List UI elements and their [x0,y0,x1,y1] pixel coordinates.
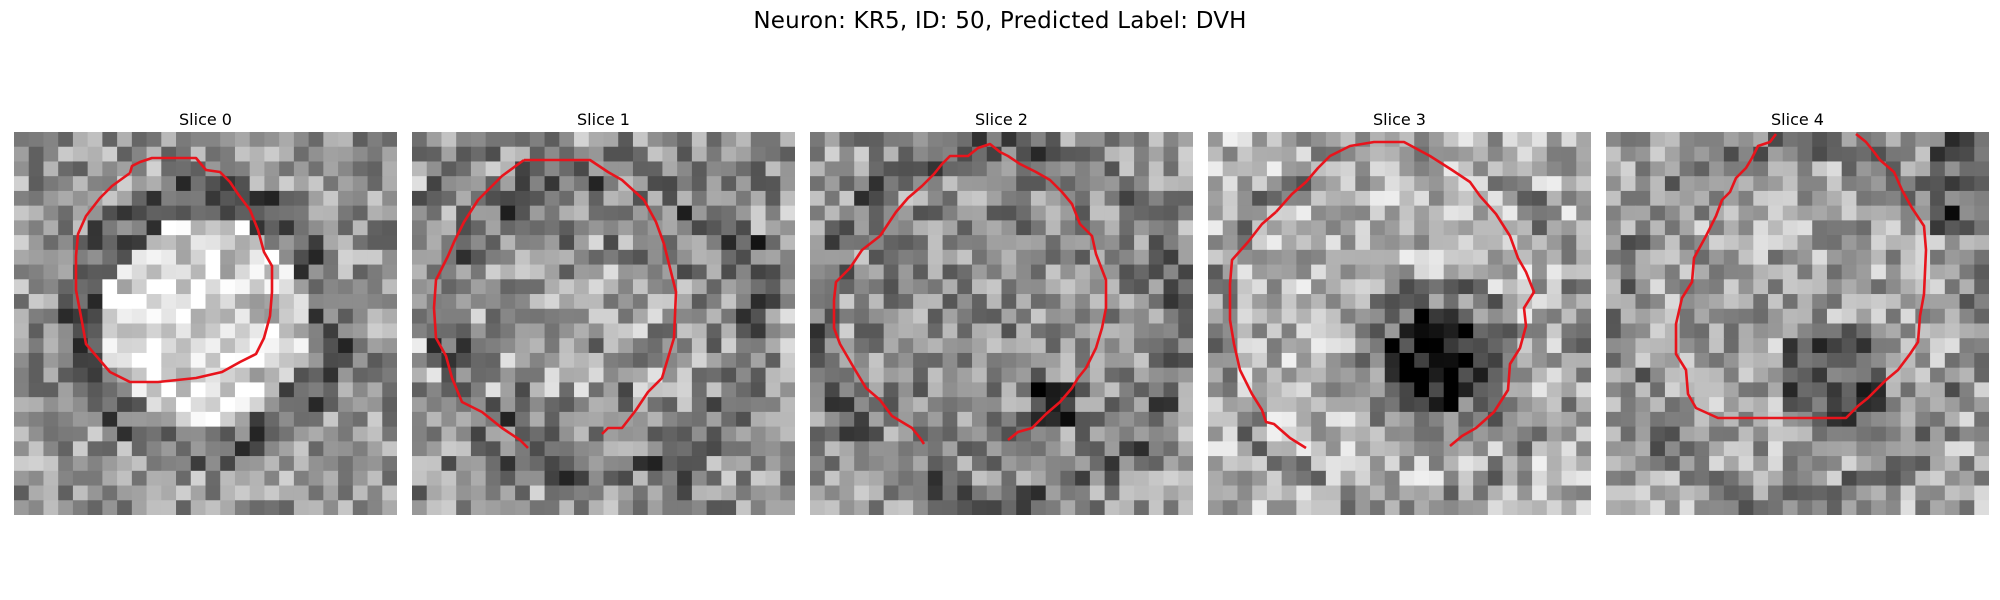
slice-title: Slice 1 [577,110,630,129]
slice-panel-2: Slice 2 [810,108,1193,515]
slice-image-4 [1606,132,1989,515]
neuron-contour [1674,132,1928,420]
slice-panel-3: Slice 3 [1208,108,1591,515]
neuron-contour [1228,211,1307,450]
slice-title: Slice 0 [179,110,232,129]
neuron-contour [832,234,926,445]
slice-title: Slice 3 [1373,110,1426,129]
slice-image-2 [810,132,1193,515]
slice-panel-4: Slice 4 [1606,108,1989,515]
slice-title: Slice 4 [1771,110,1824,129]
neuron-contour [432,158,529,449]
slice-panel-0: Slice 0 [14,108,397,515]
neuron-contour [524,158,678,435]
neuron-contour [1275,140,1536,447]
slice-image-1 [412,132,795,515]
slice-image-3 [1208,132,1591,515]
figure-title: Neuron: KR5, ID: 50, Predicted Label: DV… [753,8,1247,34]
slice-panel-1: Slice 1 [412,108,795,515]
slice-title: Slice 2 [975,110,1028,129]
neuron-contour [878,142,1108,442]
slice-image-0 [14,132,397,515]
neuron-contour [74,156,274,384]
